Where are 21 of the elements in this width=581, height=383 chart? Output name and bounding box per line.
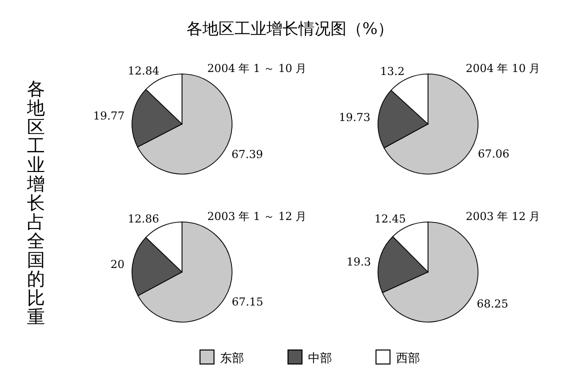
data-label: 67.06	[478, 148, 510, 161]
data-label: 12.45	[374, 212, 406, 226]
data-label: 19.73	[338, 110, 370, 124]
data-label: 13.2	[380, 64, 405, 78]
chart-subtitle: 2004 年 1 ～ 10 月	[207, 62, 307, 75]
chart-subtitle: 2003 年 1 ～ 12 月	[207, 210, 307, 223]
legend-label: 西部	[396, 351, 420, 365]
data-label: 12.86	[128, 212, 160, 226]
legend-label: 中部	[308, 351, 332, 365]
legend-label: 东部	[220, 351, 244, 365]
data-label: 12.84	[128, 64, 160, 78]
data-label: 68.25	[476, 297, 508, 310]
chart-subtitle: 2004 年 10 月	[466, 62, 540, 75]
data-label: 67.15	[232, 296, 264, 309]
data-label: 19.3	[346, 255, 371, 268]
text: 各地区工业增长占全国的比重	[27, 79, 45, 328]
chart-subtitle: 2003 年 12 月	[466, 210, 540, 223]
data-label: 19.77	[93, 110, 125, 123]
chart-title: 各地区工业增长情况图（%）	[186, 19, 394, 38]
data-label: 67.39	[232, 148, 264, 162]
data-label: 20	[110, 258, 125, 272]
